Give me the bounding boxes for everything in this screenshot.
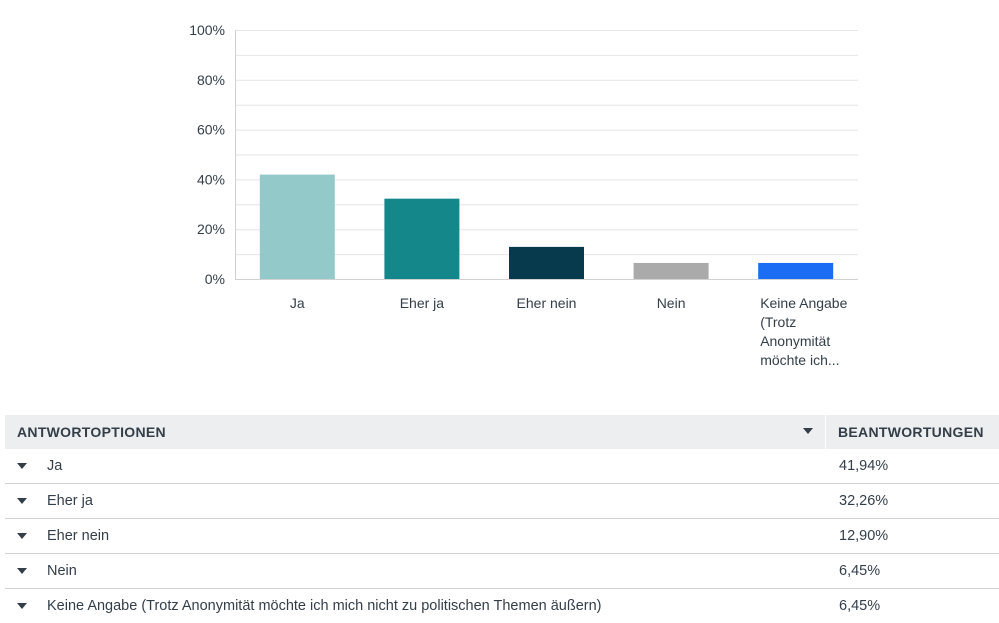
y-tick-label: 0% — [205, 271, 225, 287]
bar-3 — [509, 246, 584, 279]
header-responses: BEANTWORTUNGEN — [838, 424, 984, 440]
y-tick-label: 80% — [197, 72, 225, 88]
row-label: Eher ja — [47, 493, 93, 509]
row-label: Keine Angabe (Trotz Anonymität möchte ic… — [47, 598, 602, 614]
table-row: Eher nein 12,90% — [5, 519, 999, 554]
bar-2 — [384, 198, 460, 279]
sort-down-icon[interactable] — [803, 428, 813, 434]
row-label: Nein — [47, 563, 77, 579]
header-answer-options-cell: ANTWORTOPTIONEN — [5, 415, 826, 449]
table-header: ANTWORTOPTIONEN BEANTWORTUNGEN — [5, 415, 999, 449]
header-answer-options: ANTWORTOPTIONEN — [17, 424, 166, 440]
y-tick-label: 40% — [197, 171, 225, 187]
caret-down-icon[interactable] — [17, 603, 27, 609]
table-row: Nein 6,45% — [5, 554, 999, 589]
bar-chart: 0% 20% 40% 60% 80% 100% Ja Eher ja Eher nein Nein… — [189, 22, 858, 368]
y-tick-label: 20% — [197, 221, 225, 237]
caret-down-icon[interactable] — [17, 568, 27, 574]
bar-1 — [259, 174, 335, 279]
caret-down-icon[interactable] — [17, 533, 27, 539]
caret-down-icon[interactable] — [17, 498, 27, 504]
row-value: 12,90% — [839, 528, 889, 544]
x-tick-label: Keine Angabe (Trotz Anonymität möchte ich..… — [760, 295, 847, 368]
table-row: Keine Angabe (Trotz Anonymität möchte ic… — [5, 589, 999, 623]
row-value: 6,45% — [839, 563, 881, 579]
x-tick-label: Ja — [290, 295, 305, 311]
x-tick-label: Eher ja — [400, 295, 445, 311]
x-tick-label: Eher nein — [517, 295, 577, 311]
y-tick-label: 100% — [189, 22, 225, 38]
row-value: 32,26% — [839, 493, 889, 509]
row-label: Eher nein — [47, 528, 110, 544]
table-row: Ja 41,94% — [5, 449, 999, 484]
row-label: Ja — [47, 458, 63, 474]
caret-down-icon[interactable] — [17, 463, 27, 469]
y-tick-label: 60% — [197, 122, 225, 138]
bar-4 — [633, 262, 709, 279]
answer-table: ANTWORTOPTIONEN BEANTWORTUNGEN Ja 41,94%… — [5, 415, 999, 623]
x-tick-label: Nein — [657, 295, 686, 311]
row-value: 6,45% — [839, 598, 881, 614]
row-value: 41,94% — [839, 458, 889, 474]
table-row: Eher ja 32,26% — [5, 484, 999, 519]
bar-5 — [758, 262, 834, 279]
